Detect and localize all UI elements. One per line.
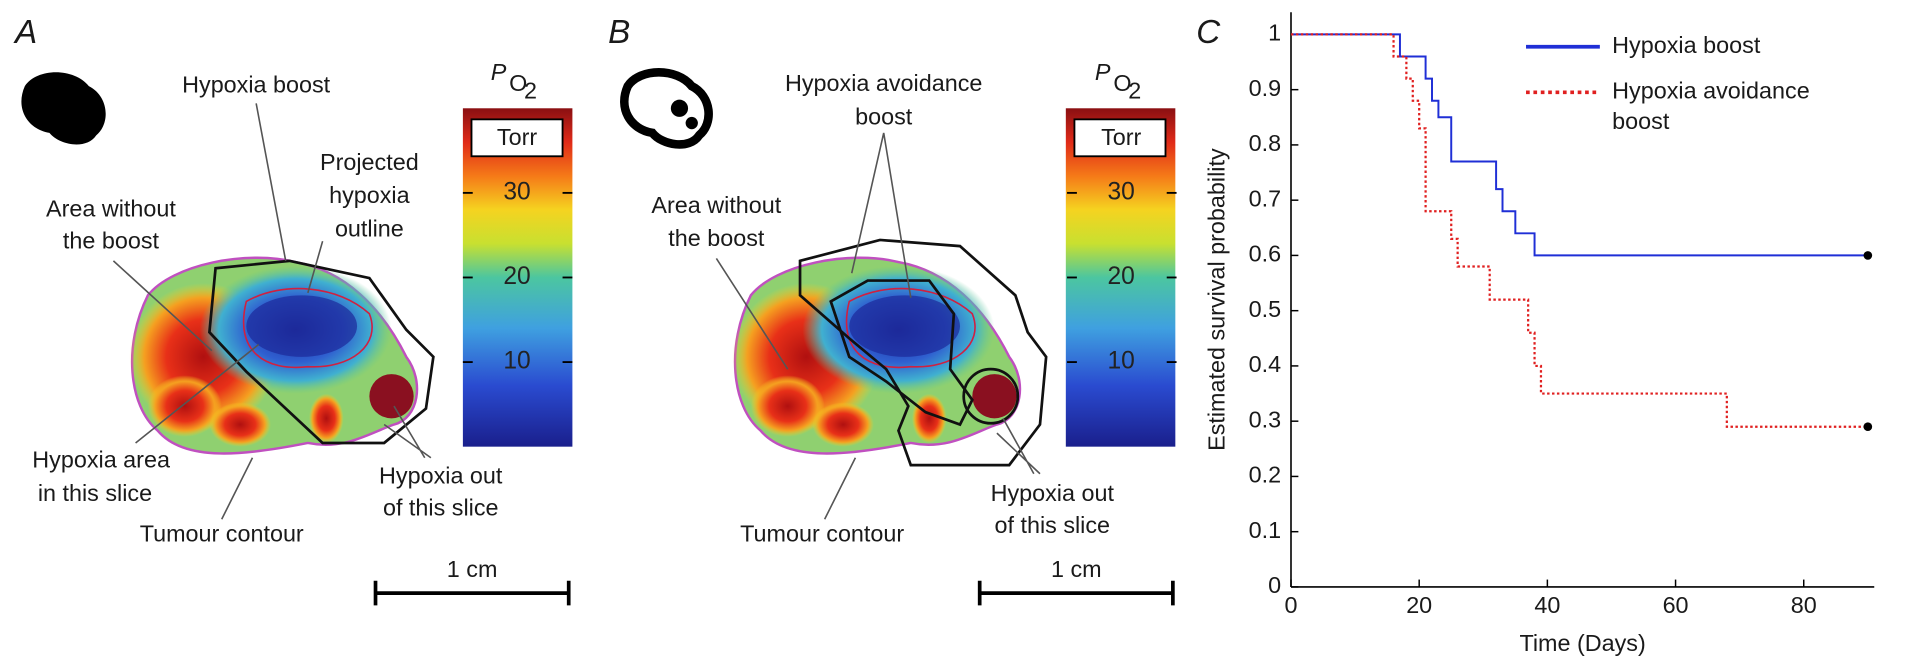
panel-a: A Hypoxia boost Projected hypoxia outlin…: [13, 14, 574, 546]
survival-curve: [1291, 33, 1868, 428]
colorbar-tick-label: 10: [1108, 348, 1135, 375]
legend-label: Hypoxia avoidance boost: [1612, 78, 1810, 136]
colorbar-unit: Torr: [1101, 124, 1141, 150]
annotation: boost: [855, 103, 913, 129]
annotation: in this slice: [38, 480, 152, 506]
annotation: hypoxia: [329, 182, 410, 208]
annotation: Hypoxia out: [991, 480, 1115, 506]
x-tick-label: 40: [1534, 592, 1560, 618]
x-axis-label: Time (Days): [1519, 630, 1645, 656]
scale-bar: [977, 580, 1175, 606]
y-tick-label: 1: [1268, 20, 1281, 46]
annotation: Hypoxia area: [32, 447, 170, 473]
censor-marker: [1863, 422, 1873, 432]
y-tick-label: 0.9: [1249, 75, 1281, 101]
colorbar-tick-label: 20: [503, 263, 530, 290]
scale-bar-label: 1 cm: [447, 556, 498, 582]
colorbar-subscript: O: [1113, 70, 1131, 96]
colorbar-tick-label: 30: [503, 178, 530, 205]
x-tick-label: 0: [1285, 592, 1298, 618]
x-tick-label: 20: [1406, 592, 1432, 618]
x-tick-label: 80: [1791, 592, 1817, 618]
annotation: the boost: [63, 228, 160, 254]
colorbar-unit: Torr: [497, 124, 537, 150]
scale-bar-label: 1 cm: [1051, 556, 1102, 582]
panel-b: B Hypoxia avoidance boost Area without t…: [608, 14, 1177, 546]
y-tick-label: 0.1: [1249, 517, 1281, 543]
legend-entry: Hypoxia avoidance boost: [1612, 78, 1810, 136]
annotation: Projected: [320, 149, 419, 175]
annotation: Hypoxia avoidance: [785, 70, 982, 96]
legend-entry: Hypoxia boost: [1612, 33, 1761, 60]
scale-bar: [373, 580, 571, 606]
y-tick-label: 0.8: [1249, 130, 1281, 156]
colorbar-tick-label: 20: [1108, 263, 1135, 290]
legend-label: Hypoxia boost: [1612, 33, 1761, 60]
y-tick-label: 0.6: [1249, 241, 1281, 267]
po2-map: [128, 256, 419, 455]
boost-icon: [620, 67, 713, 149]
boost-icon: [21, 72, 106, 145]
annotation: Area without: [651, 192, 781, 218]
colorbar-symbol: P: [491, 59, 507, 85]
annotation: Tumour contour: [740, 520, 904, 546]
y-axis-label: Estimated survival probability: [1204, 148, 1230, 451]
annotation: Hypoxia out: [379, 463, 503, 489]
annotation: of this slice: [995, 512, 1111, 538]
y-tick-label: 0.5: [1249, 296, 1281, 322]
boost-outline: [798, 238, 1048, 467]
x-tick-label: 60: [1663, 592, 1689, 618]
leader-lines: [715, 132, 1041, 520]
survival-curve: [1291, 33, 1868, 257]
annotation: Tumour contour: [140, 520, 304, 546]
colorbar-subsubscript: 2: [1128, 77, 1141, 103]
annotation: outline: [335, 215, 404, 241]
annotation: the boost: [668, 225, 765, 251]
y-tick-label: 0.2: [1249, 462, 1281, 488]
y-tick-label: 0.4: [1249, 351, 1281, 377]
colorbar-tick-label: 30: [1108, 178, 1135, 205]
colorbar-tick-label: 10: [503, 348, 530, 375]
panel-label: B: [608, 14, 630, 51]
panel-label: C: [1196, 14, 1221, 51]
annotation: Hypoxia boost: [182, 71, 331, 97]
colorbar-symbol: P: [1095, 59, 1111, 85]
colorbar-subscript: O: [509, 70, 527, 96]
po2-map: [731, 256, 1022, 455]
annotation: Area without: [46, 196, 176, 222]
annotation: of this slice: [383, 495, 499, 521]
y-tick-label: 0: [1268, 572, 1281, 598]
colorbar-subsubscript: 2: [524, 77, 537, 103]
y-tick-label: 0.7: [1249, 185, 1281, 211]
panel-label: A: [13, 14, 37, 51]
censor-marker: [1863, 251, 1873, 260]
leader-lines: [112, 103, 432, 520]
y-tick-label: 0.3: [1249, 406, 1281, 432]
